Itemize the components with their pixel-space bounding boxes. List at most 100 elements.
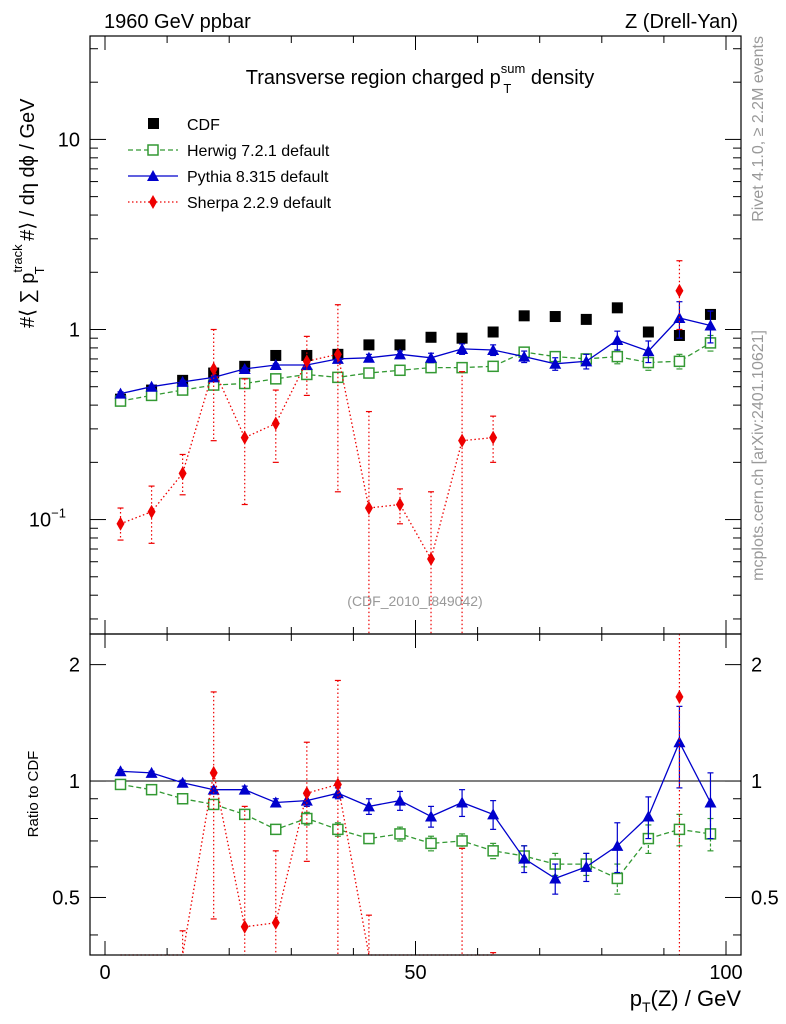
- legend-label-pythia: Pythia 8.315 default: [187, 169, 329, 186]
- main-point-sherpa: [458, 433, 467, 448]
- main-point-cdf: [518, 310, 530, 322]
- main-point-pythia: [145, 380, 158, 392]
- ratio-point-pythia: [642, 810, 655, 822]
- main-point-pythia: [549, 357, 562, 369]
- ratio-point-herwig: [114, 778, 127, 791]
- ratio-y-tick-label-right: 1: [751, 771, 762, 793]
- main-point-herwig: [363, 367, 375, 379]
- ratio-point-pythia: [176, 776, 189, 788]
- main-point-cdf: [580, 313, 592, 325]
- main-point-cdf: [642, 326, 654, 338]
- legend-marker-sherpa: [149, 195, 157, 209]
- main-point-cdf: [363, 339, 375, 351]
- ratio-point-pythia: [580, 860, 593, 872]
- main-series-pythia: [114, 301, 717, 399]
- header-right: Z (Drell-Yan): [625, 11, 738, 33]
- main-point-pythia: [362, 351, 375, 363]
- ratio-point-pythia: [269, 796, 282, 808]
- ratio-point-pythia: [611, 839, 624, 851]
- watermark: (CDF_2010_I849042): [347, 593, 482, 609]
- ratio-point-herwig: [363, 832, 375, 845]
- header-left: 1960 GeV ppbar: [104, 11, 251, 33]
- x-tick-label: 0: [99, 962, 110, 984]
- main-point-pythia: [393, 348, 406, 360]
- ratio-point-sherpa: [209, 765, 218, 780]
- main-y-tick-label: 10: [58, 129, 80, 151]
- ratio-point-herwig: [487, 845, 499, 857]
- main-point-sherpa: [427, 552, 436, 567]
- main-point-pythia: [487, 343, 500, 355]
- main-point-sherpa: [302, 354, 311, 369]
- ratio-point-pythia: [238, 783, 251, 795]
- main-point-herwig: [487, 360, 499, 373]
- ratio-point-herwig: [394, 828, 406, 840]
- main-point-pythia: [425, 351, 438, 363]
- ratio-y-axis-label: Ratio to CDF: [25, 751, 42, 838]
- ratio-point-pythia: [549, 872, 562, 884]
- ratio-point-sherpa: [271, 915, 280, 930]
- main-point-herwig: [270, 373, 282, 385]
- ratio-point-pythia: [362, 800, 375, 812]
- ratio-point-herwig: [673, 823, 686, 836]
- ratio-point-pythia: [456, 796, 469, 808]
- legend-marker-cdf: [148, 118, 159, 129]
- legend-entry-herwig: Herwig 7.2.1 default: [128, 143, 330, 160]
- main-line-pythia: [120, 317, 711, 395]
- main-point-herwig: [425, 361, 437, 374]
- main-point-sherpa: [364, 501, 373, 516]
- x-tick-label: 100: [709, 962, 742, 984]
- ratio-point-sherpa: [333, 777, 342, 792]
- ratio-point-herwig: [425, 837, 437, 850]
- main-point-sherpa: [209, 361, 218, 376]
- ratio-point-pythia: [487, 808, 500, 820]
- main-series-herwig: [114, 334, 717, 407]
- legend-entry-sherpa: Sherpa 2.2.9 default: [128, 195, 332, 212]
- ratio-y-tick-label-right: 0.5: [751, 887, 779, 909]
- main-panel: Transverse region charged psum T density …: [10, 35, 742, 635]
- main-point-sherpa: [489, 430, 498, 445]
- legend-label-cdf: CDF: [187, 117, 220, 134]
- main-point-pythia: [611, 334, 624, 346]
- main-point-pythia: [518, 350, 531, 362]
- x-axis-label: pT(Z) / GeV: [630, 986, 742, 1015]
- main-y-tick-label: 1: [69, 319, 80, 341]
- main-point-pythia: [269, 359, 282, 371]
- main-point-herwig: [611, 350, 624, 363]
- ratio-point-sherpa: [240, 919, 249, 934]
- ratio-point-sherpa: [675, 689, 684, 704]
- ratio-series-herwig: [114, 778, 717, 895]
- main-series-sherpa: [116, 260, 684, 634]
- main-point-pythia: [456, 342, 469, 354]
- rivet-label: Rivet 4.1.0, ≥ 2.2M events: [750, 36, 767, 222]
- legend-entry-pythia: Pythia 8.315 default: [128, 169, 329, 186]
- main-point-sherpa: [333, 347, 342, 362]
- main-point-pythia: [642, 345, 655, 357]
- main-point-sherpa: [675, 283, 684, 298]
- main-point-cdf: [394, 339, 406, 351]
- ratio-y-tick-label: 2: [69, 655, 80, 677]
- legend: CDF Herwig 7.2.1 default Pythia 8.315 de…: [128, 117, 332, 212]
- main-point-herwig: [673, 355, 686, 368]
- main-point-herwig: [394, 364, 406, 377]
- ratio-y-tick-label: 1: [69, 771, 80, 793]
- ratio-point-herwig: [456, 835, 468, 847]
- ratio-point-pythia: [425, 810, 438, 822]
- ratio-point-pythia: [704, 796, 717, 808]
- main-title: Transverse region charged psum T density: [246, 61, 594, 96]
- ratio-point-herwig: [270, 823, 282, 836]
- ratio-point-herwig: [611, 872, 624, 885]
- main-point-pythia: [176, 375, 189, 387]
- ratio-y-tick-label-right: 2: [751, 655, 762, 677]
- main-point-cdf: [549, 311, 561, 323]
- main-point-pythia: [238, 362, 251, 374]
- main-point-sherpa: [178, 466, 187, 481]
- main-y-tick-label: 10−1: [29, 506, 66, 532]
- x-tick-label: 50: [404, 962, 426, 984]
- main-y-axis-label: #⟨ ∑ ptrack T #⟩ / dη dϕ / GeV: [10, 98, 47, 328]
- main-point-herwig: [145, 389, 158, 402]
- main-point-sherpa: [240, 430, 249, 445]
- main-point-pythia: [580, 355, 593, 367]
- main-point-cdf: [456, 332, 468, 344]
- ratio-line-pythia: [120, 740, 712, 880]
- main-point-cdf: [487, 326, 499, 338]
